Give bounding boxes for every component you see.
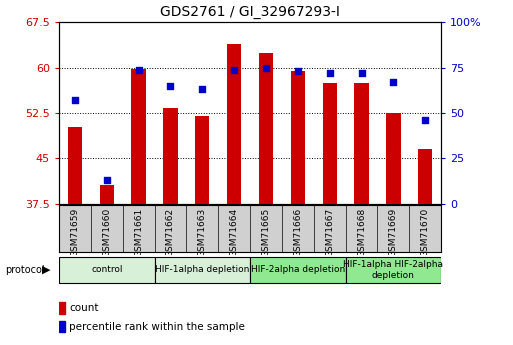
- Text: GSM71669: GSM71669: [389, 208, 398, 257]
- Text: GSM71666: GSM71666: [293, 208, 302, 257]
- Text: HIF-1alpha HIF-2alpha
depletion: HIF-1alpha HIF-2alpha depletion: [343, 260, 443, 280]
- Point: [358, 70, 366, 76]
- Bar: [59, 303, 66, 314]
- Text: percentile rank within the sample: percentile rank within the sample: [69, 322, 245, 332]
- Bar: [227, 43, 241, 204]
- Bar: [59, 321, 66, 332]
- Bar: [131, 69, 146, 204]
- Text: HIF-2alpha depletion: HIF-2alpha depletion: [251, 265, 345, 275]
- Point: [421, 117, 429, 123]
- Point: [134, 67, 143, 72]
- Point: [71, 98, 79, 103]
- Text: GSM71662: GSM71662: [166, 208, 175, 257]
- Title: GDS2761 / GI_32967293-I: GDS2761 / GI_32967293-I: [160, 4, 340, 19]
- Text: GSM71668: GSM71668: [357, 208, 366, 257]
- Point: [262, 65, 270, 70]
- Bar: [386, 113, 401, 204]
- Point: [103, 177, 111, 183]
- Bar: [323, 83, 337, 204]
- Text: GSM71660: GSM71660: [102, 208, 111, 257]
- Text: GSM71665: GSM71665: [262, 208, 270, 257]
- Bar: [291, 71, 305, 204]
- Point: [294, 69, 302, 74]
- Bar: [195, 116, 209, 204]
- Text: HIF-1alpha depletion: HIF-1alpha depletion: [155, 265, 249, 275]
- Bar: [259, 52, 273, 204]
- Point: [389, 79, 398, 85]
- Bar: [68, 127, 82, 204]
- Text: GSM71667: GSM71667: [325, 208, 334, 257]
- Text: count: count: [69, 303, 99, 313]
- Point: [166, 83, 174, 89]
- Text: GSM71663: GSM71663: [198, 208, 207, 257]
- Point: [198, 87, 206, 92]
- Point: [230, 67, 238, 72]
- Bar: [346, 257, 441, 283]
- Text: protocol: protocol: [5, 265, 45, 275]
- Text: GSM71659: GSM71659: [70, 208, 80, 257]
- Text: GSM71661: GSM71661: [134, 208, 143, 257]
- Text: GSM71670: GSM71670: [421, 208, 430, 257]
- Text: control: control: [91, 265, 123, 275]
- Bar: [250, 257, 346, 283]
- Text: GSM71664: GSM71664: [230, 208, 239, 257]
- Bar: [59, 257, 154, 283]
- Bar: [418, 149, 432, 204]
- Bar: [163, 108, 177, 204]
- Text: ▶: ▶: [42, 265, 51, 275]
- Point: [326, 70, 334, 76]
- Bar: [154, 257, 250, 283]
- Bar: [354, 83, 369, 204]
- Bar: [100, 186, 114, 204]
